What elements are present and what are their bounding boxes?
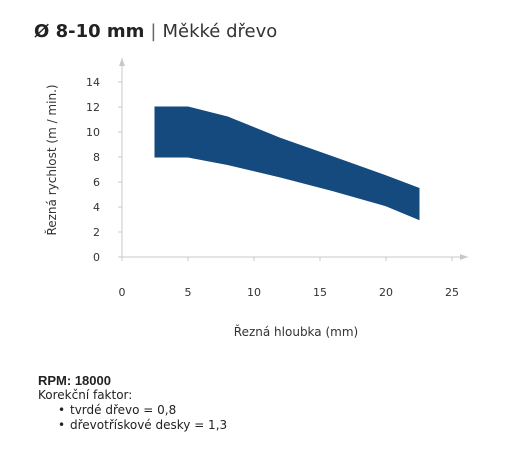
rpm-label: RPM: 18000 xyxy=(38,373,111,388)
y-tick-label: 8 xyxy=(93,151,100,164)
y-axis-label: Řezná rychlost (m / min.) xyxy=(44,84,59,235)
correction-factor-item: dřevotřískové desky = 1,3 xyxy=(58,418,227,433)
y-tick-label: 2 xyxy=(93,226,100,239)
x-tick-label: 5 xyxy=(185,286,192,299)
x-axis-label: Řezná hloubka (mm) xyxy=(234,324,358,339)
chart-title: Ø 8-10 mm | Měkké dřevo xyxy=(34,21,277,42)
correction-factor-label: Korekční faktor: xyxy=(38,388,133,402)
diameter-title: Ø 8-10 mm xyxy=(34,21,145,42)
y-axis-arrow xyxy=(119,58,125,66)
correction-factor-list: tvrdé dřevo = 0,8 dřevotřískové desky = … xyxy=(38,403,227,433)
speed-range-band xyxy=(154,106,420,221)
y-tick-label: 12 xyxy=(86,101,100,114)
x-tick-label: 10 xyxy=(247,286,261,299)
y-tick-label: 10 xyxy=(86,126,100,139)
notes-block: RPM: 18000 Korekční faktor: tvrdé dřevo … xyxy=(38,373,227,433)
correction-factor-item: tvrdé dřevo = 0,8 xyxy=(58,403,227,418)
x-tick-label: 0 xyxy=(119,286,126,299)
y-tick-label: 6 xyxy=(93,176,100,189)
material-title: Měkké dřevo xyxy=(162,21,278,42)
y-tick-label: 4 xyxy=(93,201,100,214)
y-tick-label: 14 xyxy=(86,76,100,89)
title-separator: | xyxy=(150,21,157,42)
x-tick-label: 15 xyxy=(313,286,327,299)
y-tick-label: 0 xyxy=(93,251,100,264)
x-tick-label: 20 xyxy=(379,286,393,299)
x-tick-label: 25 xyxy=(445,286,459,299)
x-axis-arrow xyxy=(460,254,468,260)
